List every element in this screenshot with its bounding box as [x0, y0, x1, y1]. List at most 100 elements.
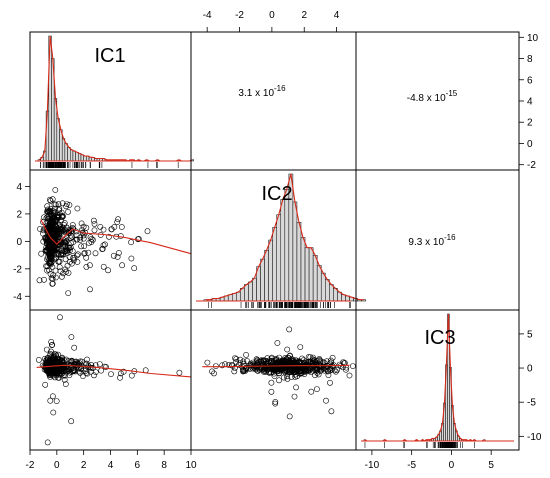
hist-bar: [67, 147, 71, 162]
data-point: [83, 263, 90, 270]
data-point: [219, 362, 226, 369]
data-point: [64, 244, 71, 251]
data-point: [49, 196, 56, 203]
data-point: [44, 206, 51, 213]
hist-bar: [268, 239, 273, 302]
data-point: [46, 237, 53, 244]
data-point: [77, 236, 83, 243]
data-point: [293, 384, 299, 391]
data-point: [114, 254, 121, 260]
data-point: [284, 346, 291, 353]
panel-frame: [355, 309, 520, 451]
data-point: [286, 413, 293, 420]
data-point: [47, 240, 53, 247]
data-point: [204, 359, 211, 366]
hist-bar: [236, 291, 241, 302]
data-point: [91, 227, 98, 234]
data-point: [46, 368, 53, 375]
hist-bar: [248, 281, 253, 302]
data-point: [302, 368, 308, 375]
data-point: [97, 232, 104, 238]
label-ic3: IC3: [424, 327, 455, 349]
data-point: [284, 369, 291, 376]
tick-label: 4: [334, 10, 340, 21]
data-point: [47, 196, 53, 203]
data-point: [82, 361, 89, 368]
data-point: [271, 373, 278, 379]
data-point: [262, 357, 268, 364]
data-point: [62, 227, 69, 234]
data-point: [56, 264, 63, 270]
data-point: [47, 350, 54, 357]
hist-bar: [296, 222, 302, 302]
data-point: [294, 373, 300, 380]
tick-label: 4: [108, 460, 114, 471]
data-point: [118, 224, 125, 230]
data-point: [74, 252, 80, 259]
data-point: [228, 361, 235, 368]
tick-label: 8: [161, 460, 167, 471]
tick-label: -2: [13, 264, 22, 275]
data-point: [50, 393, 56, 400]
data-point: [44, 439, 51, 446]
data-point: [276, 354, 282, 361]
data-point: [70, 367, 77, 373]
data-point: [80, 373, 86, 379]
data-point: [58, 209, 65, 216]
data-point: [53, 223, 60, 230]
corr-mantissa: 3.1 x 10: [238, 88, 274, 99]
data-point: [85, 249, 92, 256]
data-point: [47, 197, 54, 204]
data-point: [258, 357, 264, 364]
data-point: [59, 363, 66, 370]
data-point: [211, 370, 217, 377]
data-point: [268, 364, 274, 371]
data-point: [62, 236, 69, 243]
tick-label: 10: [527, 33, 539, 44]
data-point: [100, 263, 107, 270]
data-point: [47, 359, 53, 365]
data-point: [50, 244, 57, 250]
data-point: [69, 233, 75, 240]
tick-label: 0: [449, 460, 455, 471]
tick-label: 4: [527, 97, 533, 108]
data-point: [292, 369, 299, 375]
data-point: [81, 243, 88, 249]
data-point: [243, 351, 249, 358]
data-point: [69, 248, 76, 254]
smooth-line: [36, 364, 192, 378]
data-point: [270, 368, 277, 375]
data-point: [69, 227, 76, 234]
data-point: [47, 248, 54, 255]
data-point: [128, 239, 134, 246]
data-point: [78, 243, 85, 250]
data-point: [53, 255, 59, 262]
hist-bar: [316, 265, 322, 302]
hist-bar: [300, 237, 306, 302]
hist-bar: [70, 149, 74, 162]
data-point: [80, 235, 87, 242]
data-point: [281, 367, 288, 374]
data-point: [276, 377, 282, 384]
data-point: [117, 374, 123, 381]
data-point: [309, 358, 316, 365]
data-point: [96, 361, 103, 367]
hist-bar: [320, 272, 326, 302]
data-point: [91, 217, 97, 224]
data-point: [48, 216, 55, 222]
tick-label: 6: [135, 460, 141, 471]
data-point: [57, 224, 64, 231]
hist-bar: [244, 284, 249, 302]
data-point: [44, 267, 50, 274]
hist-bar: [284, 188, 290, 302]
rug-ic2: [208, 302, 351, 308]
smooth-line: [202, 364, 350, 368]
data-point: [209, 368, 215, 375]
tick-label: 0: [269, 10, 275, 21]
data-point: [100, 226, 107, 233]
data-point: [48, 338, 55, 345]
tick-label: 6: [527, 75, 533, 86]
data-point: [59, 200, 66, 207]
data-point: [249, 361, 256, 368]
